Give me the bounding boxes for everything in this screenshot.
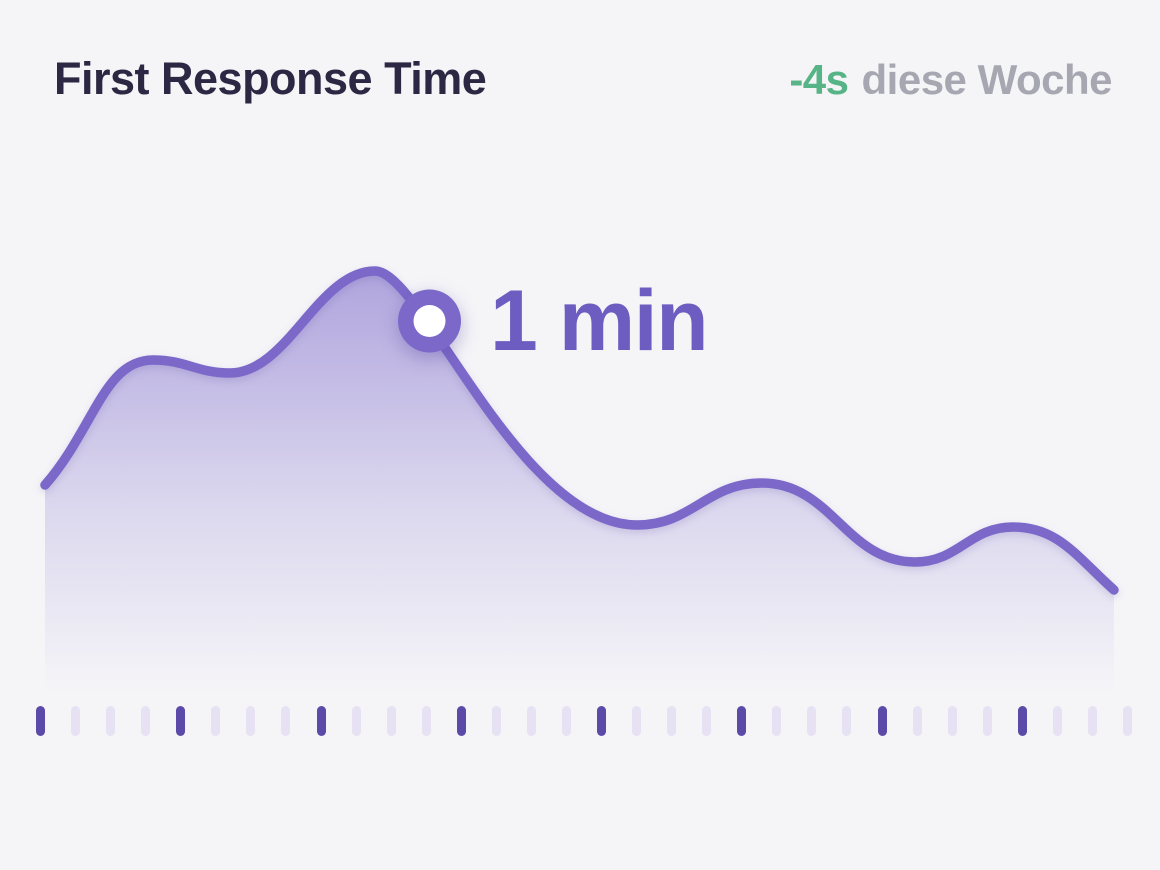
axis-tick [71,706,81,736]
axis-tick [807,706,817,736]
axis-tick [947,706,957,736]
delta-value: -4s [789,56,849,103]
axis-tick [772,706,782,736]
axis-tick [1122,706,1132,736]
axis-tick [842,706,852,736]
page-title: First Response Time [54,53,487,104]
area-fill [45,271,1114,692]
axis-tick [141,706,151,736]
axis-tick [982,706,992,736]
axis-tick [597,706,606,736]
axis-tick [491,706,501,736]
delta-period: diese Woche [861,56,1113,103]
axis-tick [1017,706,1027,736]
axis-tick [316,706,326,736]
axis-tick [702,706,712,736]
trend-line [40,266,1119,595]
axis-tick [667,706,677,736]
axis-tick [211,706,221,736]
axis-tick [526,706,536,736]
axis-tick [281,706,291,736]
axis-tick [912,706,922,736]
axis-tick [877,706,887,736]
x-axis-ticks [36,706,1132,736]
card-header: First Response Time -4s diese Woche [54,53,1113,104]
axis-tick [421,706,431,736]
axis-tick [456,706,466,736]
data-point-label: 1 min [490,272,709,369]
axis-tick [246,706,256,736]
data-point-marker[interactable] [398,289,461,353]
axis-tick [386,706,396,736]
axis-tick [561,706,571,736]
axis-tick [36,706,45,736]
axis-tick [1052,706,1062,736]
axis-tick [351,706,361,736]
axis-tick [632,706,642,736]
axis-tick [1087,706,1097,736]
axis-tick [106,706,116,736]
axis-tick [737,706,747,736]
axis-tick [176,706,186,736]
marker-hole [413,305,446,337]
trend-summary: -4s diese Woche [789,56,1112,104]
